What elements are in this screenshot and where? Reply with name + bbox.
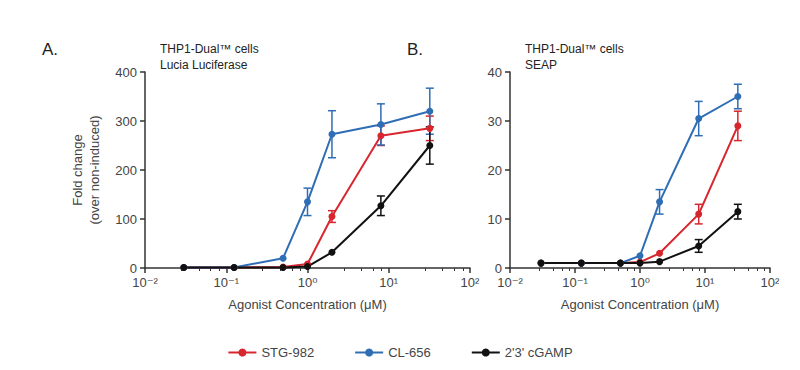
svg-text:10⁰: 10⁰: [298, 275, 318, 290]
svg-text:10: 10: [488, 212, 502, 227]
svg-text:0: 0: [130, 261, 137, 276]
svg-text:30: 30: [488, 114, 502, 129]
svg-text:STG-982: STG-982: [261, 345, 314, 360]
svg-text:300: 300: [115, 114, 137, 129]
svg-text:10⁻¹: 10⁻¹: [562, 275, 588, 290]
svg-text:40: 40: [488, 65, 502, 80]
svg-text:10⁰: 10⁰: [630, 275, 650, 290]
svg-text:20: 20: [488, 163, 502, 178]
svg-text:0: 0: [495, 261, 502, 276]
svg-text:SEAP: SEAP: [525, 58, 557, 72]
svg-text:10²: 10²: [761, 275, 780, 290]
svg-text:10¹: 10¹: [696, 275, 715, 290]
svg-text:10¹: 10¹: [379, 275, 398, 290]
svg-text:(over non-induced): (over non-induced): [87, 115, 102, 224]
svg-text:THP1-Dual™ cells: THP1-Dual™ cells: [525, 42, 624, 56]
svg-text:Fold change: Fold change: [70, 134, 85, 206]
svg-text:B.: B.: [407, 40, 423, 59]
svg-text:400: 400: [115, 65, 137, 80]
svg-text:CL-656: CL-656: [388, 345, 431, 360]
svg-text:Agonist Concentration (μM): Agonist Concentration (μM): [561, 297, 720, 312]
svg-text:10²: 10²: [461, 275, 480, 290]
svg-text:10⁻²: 10⁻²: [497, 275, 523, 290]
svg-text:10⁻²: 10⁻²: [132, 275, 158, 290]
svg-text:200: 200: [115, 163, 137, 178]
svg-text:THP1-Dual™ cells: THP1-Dual™ cells: [160, 42, 259, 56]
svg-text:Agonist Concentration (μM): Agonist Concentration (μM): [228, 297, 387, 312]
svg-text:Lucia Luciferase: Lucia Luciferase: [160, 58, 248, 72]
svg-text:100: 100: [115, 212, 137, 227]
svg-text:A.: A.: [42, 40, 58, 59]
svg-text:10⁻¹: 10⁻¹: [213, 275, 239, 290]
svg-text:2'3' cGAMP: 2'3' cGAMP: [505, 345, 573, 360]
